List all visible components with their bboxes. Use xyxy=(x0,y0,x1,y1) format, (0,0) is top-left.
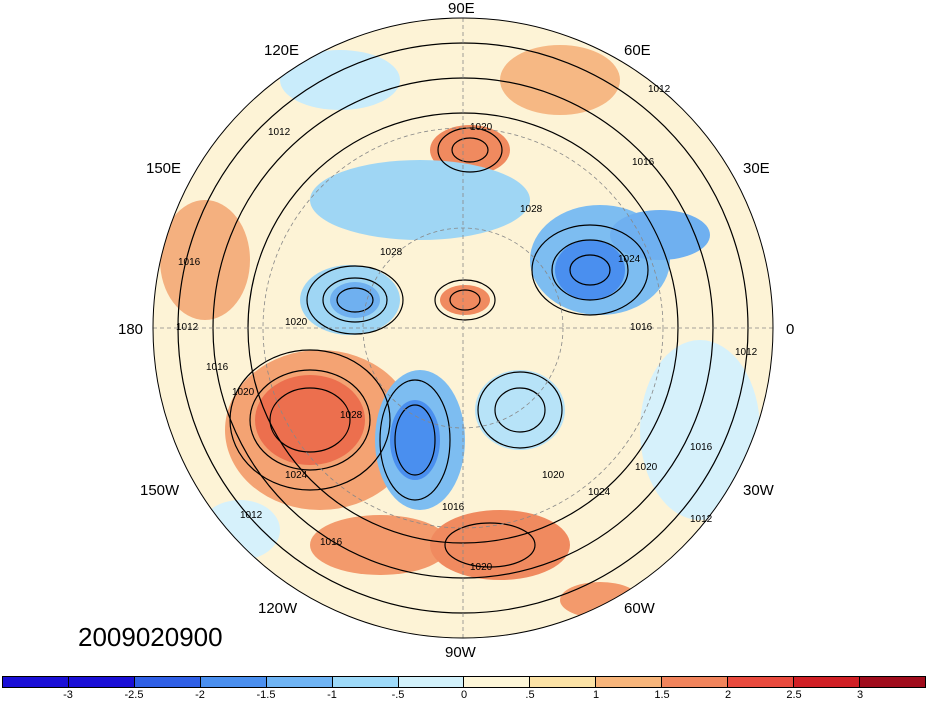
polar-stereographic-map: 1012 1020 1016 1028 1024 1012 1016 1020 … xyxy=(152,17,774,639)
colorbar-tick-label: -2.5 xyxy=(124,689,144,701)
svg-text:1028: 1028 xyxy=(520,204,543,215)
colorbar-tick-label: -.5 xyxy=(391,689,405,701)
colorbar-cell xyxy=(728,677,795,687)
colorbar-tick-label: -1.5 xyxy=(256,689,276,701)
colorbar-cell xyxy=(859,677,925,687)
colorbar-cell xyxy=(134,677,201,687)
colorbar-tick-label: -3 xyxy=(63,689,73,701)
colorbar-tick-label: 2 xyxy=(724,689,732,701)
lon-label-90e: 90E xyxy=(448,0,475,17)
svg-text:1028: 1028 xyxy=(380,247,403,258)
lon-label-150e: 150E xyxy=(146,160,182,177)
svg-text:1016: 1016 xyxy=(632,157,655,168)
colorbar-cell xyxy=(266,677,333,687)
colorbar-tick-label: -2 xyxy=(195,689,205,701)
svg-text:1020: 1020 xyxy=(542,470,565,481)
contour-value-labels: 1012 1020 1016 1028 1024 1012 1016 1020 … xyxy=(176,84,758,573)
lon-label-120e: 120E xyxy=(264,42,300,59)
lon-label-90w: 90W xyxy=(445,644,476,661)
svg-text:1020: 1020 xyxy=(232,387,255,398)
svg-text:1012: 1012 xyxy=(176,322,199,333)
lon-label-150w: 150W xyxy=(140,482,180,499)
colorbar-cell xyxy=(398,677,465,687)
colorbar-cell xyxy=(68,677,135,687)
map-boundary xyxy=(152,17,774,639)
svg-text:1024: 1024 xyxy=(588,487,611,498)
svg-text:1024: 1024 xyxy=(618,254,641,265)
lon-label-0: 0 xyxy=(786,321,795,338)
lon-label-30e: 30E xyxy=(743,160,770,177)
graticule xyxy=(153,18,773,638)
colorbar-tick-label: -1 xyxy=(327,689,337,701)
lon-label-60w: 60W xyxy=(624,600,655,617)
colorbar xyxy=(2,676,926,688)
svg-text:1012: 1012 xyxy=(690,514,713,525)
colorbar-cell xyxy=(3,677,69,687)
lon-label-60e: 60E xyxy=(624,42,651,59)
svg-text:1016: 1016 xyxy=(690,442,713,453)
svg-text:1016: 1016 xyxy=(178,257,201,268)
svg-text:1012: 1012 xyxy=(240,510,263,521)
lon-label-180: 180 xyxy=(118,321,144,338)
svg-text:1016: 1016 xyxy=(206,362,229,373)
svg-text:1020: 1020 xyxy=(470,122,493,133)
svg-text:1020: 1020 xyxy=(285,317,308,328)
colorbar-tick-label: 1 xyxy=(592,689,600,701)
colorbar-cell xyxy=(662,677,729,687)
colorbar-tick-label: 1.5 xyxy=(654,689,670,701)
colorbar-tick-label: .5 xyxy=(525,689,535,701)
colorbar-cell xyxy=(530,677,597,687)
svg-text:1012: 1012 xyxy=(268,127,291,138)
lon-label-30w: 30W xyxy=(743,482,774,499)
colorbar-cell xyxy=(794,677,860,687)
svg-text:1016: 1016 xyxy=(630,322,653,333)
svg-text:1020: 1020 xyxy=(470,562,493,573)
colorbar-cell xyxy=(200,677,267,687)
anomaly-fill-layer xyxy=(153,18,773,638)
colorbar-cell xyxy=(332,677,399,687)
svg-text:1024: 1024 xyxy=(285,470,308,481)
date-stamp: 2009020900 xyxy=(78,622,223,652)
colorbar-cell xyxy=(464,677,531,687)
svg-text:1020: 1020 xyxy=(635,462,658,473)
colorbar-tick-label: 2.5 xyxy=(786,689,802,701)
lon-label-120w: 120W xyxy=(258,600,298,617)
svg-text:1012: 1012 xyxy=(648,84,671,95)
svg-text:1016: 1016 xyxy=(442,502,465,513)
svg-text:1012: 1012 xyxy=(735,347,758,358)
svg-text:1016: 1016 xyxy=(320,537,343,548)
svg-text:1028: 1028 xyxy=(340,410,363,421)
colorbar-cell xyxy=(596,677,663,687)
colorbar-tick-label: 3 xyxy=(856,689,864,701)
colorbar-tick-label: 0 xyxy=(460,689,468,701)
